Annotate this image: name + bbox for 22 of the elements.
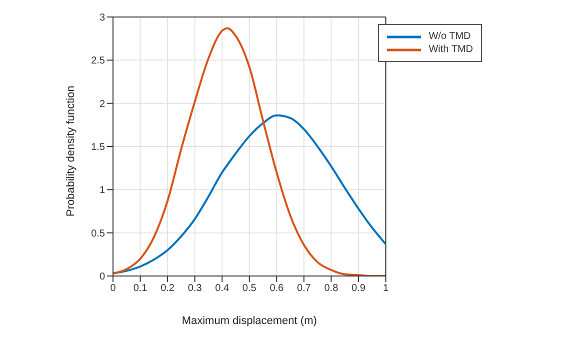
legend-label: W/o TMD [428,31,471,42]
x-tick-label: 0.2 [160,283,175,294]
x-tick-label: 0.7 [296,283,312,294]
x-tick-label: 0.4 [215,283,230,294]
y-tick-label: 0.5 [91,228,106,240]
y-tick-label: 2.5 [91,56,106,67]
y-tick-label: 1.5 [91,142,106,154]
x-tick-label: 0.3 [188,283,202,294]
x-tick-label: 1 [382,283,389,294]
y-axis-title: Probability density function [64,86,77,216]
x-tick-label: 0.9 [352,283,366,294]
y-tick-label: 0 [99,272,106,283]
x-tick-label: 0.8 [324,283,339,294]
y-tick-label: 3 [99,12,106,24]
x-tick-label: 0.1 [133,283,148,294]
x-tick-label: 0.5 [242,283,257,294]
y-tick-label: 1 [99,185,106,196]
x-tick-label: 0.6 [270,283,284,294]
x-axis-title: Maximum displacement (m) [182,315,317,327]
legend-label: With TMD [428,44,473,55]
y-tick-label: 2 [99,98,106,110]
x-tick-label: 0 [110,283,116,294]
